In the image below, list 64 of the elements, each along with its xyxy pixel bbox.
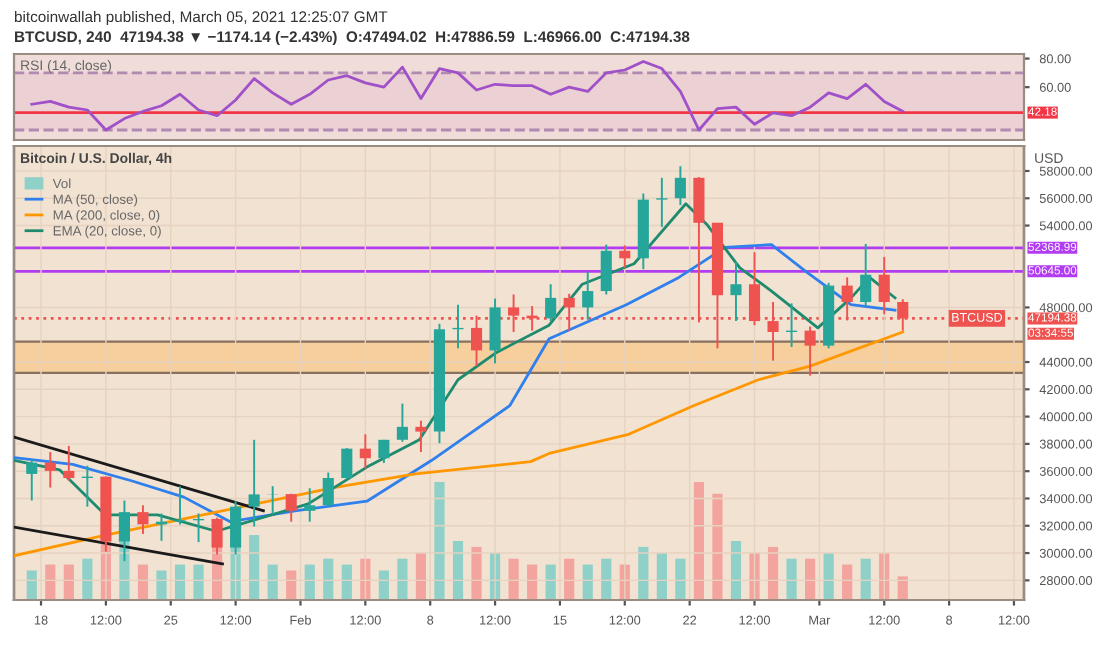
bar bbox=[601, 558, 612, 600]
candlestick bbox=[730, 260, 742, 323]
bar bbox=[730, 540, 742, 600]
bar bbox=[508, 558, 519, 600]
candlestick bbox=[415, 419, 427, 454]
bar bbox=[26, 570, 37, 600]
bar bbox=[805, 558, 816, 600]
bar bbox=[527, 564, 538, 600]
candlestick bbox=[860, 243, 872, 308]
bar bbox=[156, 570, 167, 600]
bar bbox=[656, 552, 667, 600]
candlestick bbox=[322, 471, 334, 507]
bar bbox=[397, 558, 408, 600]
bar bbox=[638, 546, 649, 600]
bar bbox=[749, 552, 760, 600]
bar bbox=[564, 558, 575, 600]
bar bbox=[415, 552, 427, 600]
candlestick bbox=[26, 458, 38, 502]
bar bbox=[434, 481, 445, 600]
candlestick bbox=[174, 485, 186, 526]
candlestick bbox=[137, 504, 149, 535]
bar bbox=[842, 564, 853, 600]
candlestick bbox=[582, 270, 594, 321]
candlestick bbox=[304, 487, 316, 523]
bar bbox=[45, 564, 56, 600]
bar bbox=[304, 564, 315, 600]
bar bbox=[897, 576, 908, 600]
bar bbox=[341, 564, 352, 600]
bar bbox=[693, 481, 705, 600]
bar bbox=[378, 570, 389, 600]
bar bbox=[452, 540, 464, 600]
candlestick bbox=[248, 438, 260, 528]
bar bbox=[323, 558, 334, 600]
candlestick bbox=[359, 433, 371, 470]
line-series bbox=[14, 330, 905, 558]
bar bbox=[786, 558, 797, 600]
bar bbox=[82, 558, 93, 600]
candlestick bbox=[656, 176, 668, 228]
bar bbox=[174, 564, 186, 600]
bar bbox=[582, 564, 593, 600]
bar bbox=[675, 558, 686, 600]
bar bbox=[471, 546, 482, 600]
candlestick bbox=[619, 244, 631, 269]
bar bbox=[193, 564, 204, 600]
bar bbox=[860, 558, 871, 600]
candlestick bbox=[44, 451, 56, 489]
bar bbox=[137, 564, 149, 600]
candlestick bbox=[285, 492, 297, 523]
bar bbox=[767, 546, 779, 600]
bar bbox=[63, 564, 74, 600]
bar bbox=[286, 570, 297, 600]
candlestick bbox=[600, 243, 612, 296]
candlestick bbox=[545, 283, 557, 323]
bar bbox=[712, 493, 723, 600]
candlestick bbox=[489, 297, 501, 365]
candlestick bbox=[63, 444, 75, 482]
candlestick bbox=[804, 325, 816, 377]
candlestick bbox=[396, 402, 408, 443]
candlestick bbox=[341, 447, 353, 481]
bar bbox=[249, 535, 260, 600]
bar bbox=[823, 552, 834, 600]
bar bbox=[267, 564, 278, 600]
bar bbox=[545, 564, 556, 600]
candlestick bbox=[674, 165, 686, 207]
